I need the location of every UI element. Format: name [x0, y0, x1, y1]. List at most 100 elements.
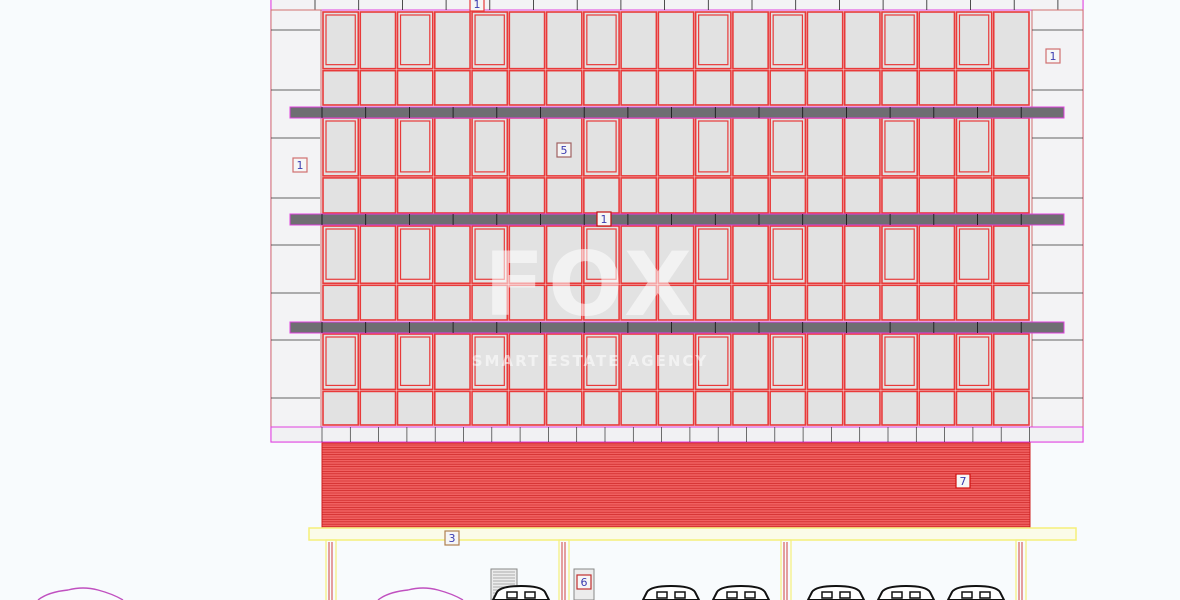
operable-window [884, 228, 915, 280]
glass-panel-lower [433, 69, 471, 106]
glass-panel-upper [918, 333, 956, 391]
operable-window [772, 120, 804, 173]
glass-panel-upper [806, 11, 844, 70]
glass-panel-upper [471, 117, 509, 177]
car-headlight [506, 591, 518, 599]
glass-panel-upper [881, 11, 919, 70]
glass-panel-upper [769, 11, 807, 70]
car-body [806, 584, 866, 600]
glass-panel-upper [620, 117, 658, 177]
glass-panel-lower [545, 284, 583, 321]
glass-panel-upper [992, 333, 1030, 391]
glass-panel-lower [657, 69, 695, 106]
car-front-view [641, 584, 701, 600]
operable-window [586, 120, 617, 173]
operable-window [958, 14, 990, 66]
operable-window [698, 336, 729, 387]
car-headlight [909, 591, 921, 599]
car-headlight [674, 591, 686, 599]
glass-panel-upper [843, 225, 881, 285]
glass-panel-upper [508, 117, 546, 177]
support-column [325, 539, 337, 600]
glass-panel-lower [955, 177, 993, 214]
glass-panel-lower [322, 69, 360, 106]
operable-window [772, 228, 804, 280]
glass-panel-lower [769, 284, 807, 321]
glass-panel-upper [322, 117, 360, 177]
tag-box-door [576, 574, 592, 590]
operable-window [399, 336, 431, 387]
glass-panel-upper [881, 333, 919, 391]
glass-panel-upper [433, 11, 471, 70]
tag-box-glazing [556, 142, 572, 158]
car-headlight [744, 591, 756, 599]
glass-panel-upper [657, 117, 695, 177]
glass-panel-upper [322, 225, 360, 285]
glass-panel-lower [322, 390, 360, 426]
glass-panel-lower [732, 69, 769, 106]
glass-panel-upper [433, 117, 471, 177]
glass-panel-upper [843, 333, 881, 391]
car-headlight [524, 591, 536, 599]
glass-panel-upper [545, 225, 583, 285]
glass-panel-lower [881, 69, 919, 106]
glass-panel-upper [433, 225, 471, 285]
glass-panel-lower [806, 69, 844, 106]
tag-label-door: 6 [581, 576, 588, 589]
glass-panel-lower [694, 390, 732, 426]
glass-panel-upper [992, 11, 1030, 70]
operable-window [325, 14, 356, 66]
operable-window [325, 228, 356, 280]
operable-window [884, 336, 915, 387]
glass-panel-lower [545, 177, 583, 214]
glass-panel-upper [918, 11, 956, 70]
tag-label-top-center: 1 [474, 0, 481, 11]
car-body [711, 584, 771, 600]
glass-panel-upper [359, 225, 397, 285]
glass-panel-upper [843, 117, 881, 177]
glass-panel-lower [806, 284, 844, 321]
glass-panel-lower [433, 284, 471, 321]
glass-panel-lower [732, 390, 769, 426]
glass-panel-lower [955, 390, 993, 426]
glass-panel-upper [471, 225, 509, 285]
glass-panel-lower [992, 284, 1030, 321]
glass-panel-lower [806, 177, 844, 214]
glass-panel-upper [955, 225, 993, 285]
operable-window [958, 120, 990, 173]
tag-box-top-center [469, 0, 485, 12]
car-front-view [806, 584, 866, 600]
canopy-beam [308, 527, 1077, 541]
glass-panel-lower [583, 69, 620, 106]
tag-box-right [1045, 48, 1061, 64]
glass-panel-upper [396, 117, 434, 177]
operable-window [399, 14, 431, 66]
glass-panel-lower [396, 284, 434, 321]
glass-panel-upper [732, 117, 769, 177]
base-strip [270, 426, 1084, 443]
glass-panel-upper [843, 11, 881, 70]
glass-panel-upper [396, 225, 434, 285]
operable-window [698, 14, 729, 66]
tag-box-cladding [955, 473, 971, 489]
car-side-view [377, 587, 464, 600]
glass-panel-lower [545, 390, 583, 426]
glass-panel-upper [508, 333, 546, 391]
glass-panel-lower [843, 69, 881, 106]
glass-panel-upper [620, 225, 658, 285]
operable-window [474, 120, 505, 173]
glass-panel-upper [583, 11, 620, 70]
glass-panel-lower [396, 177, 434, 214]
glass-panel-upper [806, 333, 844, 391]
car-body [641, 584, 701, 600]
car-front-view [491, 584, 551, 600]
glass-panel-lower [471, 390, 509, 426]
glass-panel-upper [955, 11, 993, 70]
car-headlight [656, 591, 668, 599]
glass-panel-lower [918, 390, 956, 426]
glass-panel-lower [433, 390, 471, 426]
car-headlight [726, 591, 738, 599]
floor-slab-band [289, 321, 1065, 334]
glass-panel-lower [694, 284, 732, 321]
glass-panel-upper [881, 225, 919, 285]
